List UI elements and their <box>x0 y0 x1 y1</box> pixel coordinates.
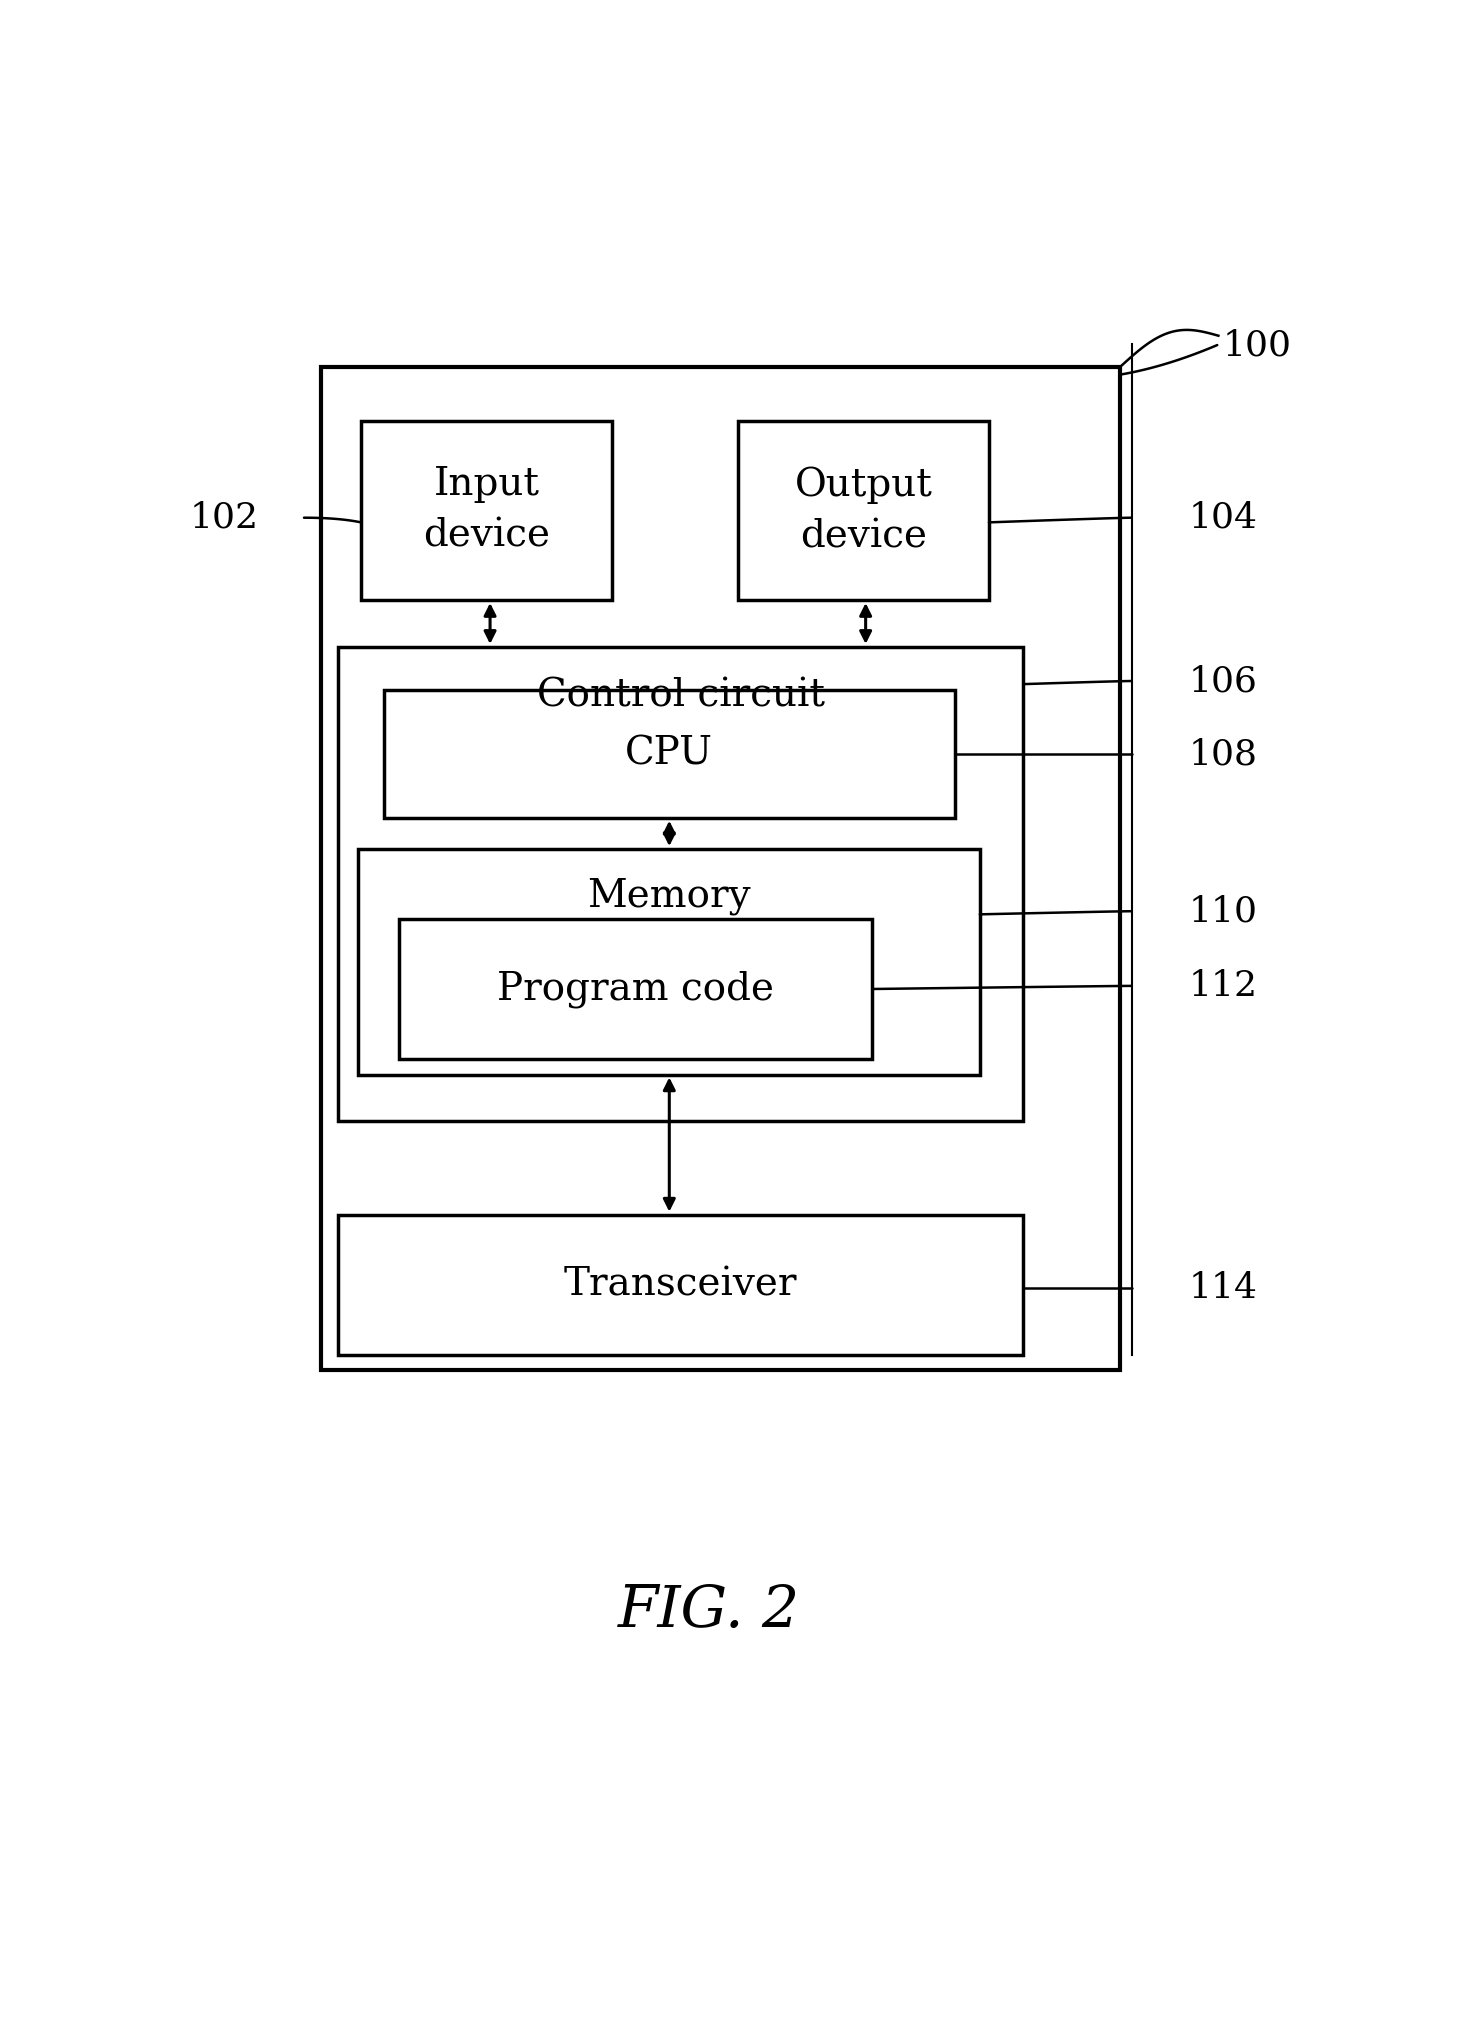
Text: Program code: Program code <box>496 970 775 1008</box>
Text: Output
device: Output device <box>794 467 932 556</box>
Bar <box>738 422 988 600</box>
Text: 104: 104 <box>1189 501 1258 535</box>
Bar <box>339 646 1024 1121</box>
Text: 114: 114 <box>1189 1271 1258 1305</box>
Text: CPU: CPU <box>626 735 713 772</box>
Bar <box>384 691 955 818</box>
Text: 108: 108 <box>1189 737 1258 772</box>
Text: Memory: Memory <box>586 877 751 915</box>
Bar <box>321 368 1119 1370</box>
Bar <box>358 848 980 1075</box>
Text: Transceiver: Transceiver <box>564 1267 797 1303</box>
Text: Input
device: Input device <box>423 467 549 556</box>
Bar <box>399 919 872 1058</box>
Bar <box>361 422 613 600</box>
Text: Control circuit: Control circuit <box>536 679 825 715</box>
Text: 112: 112 <box>1189 970 1258 1002</box>
Text: 110: 110 <box>1189 895 1258 929</box>
Bar <box>339 1214 1024 1355</box>
Text: 100: 100 <box>1223 327 1292 362</box>
Text: FIG. 2: FIG. 2 <box>619 1584 800 1640</box>
Text: 106: 106 <box>1189 665 1258 699</box>
Text: 102: 102 <box>190 501 258 535</box>
